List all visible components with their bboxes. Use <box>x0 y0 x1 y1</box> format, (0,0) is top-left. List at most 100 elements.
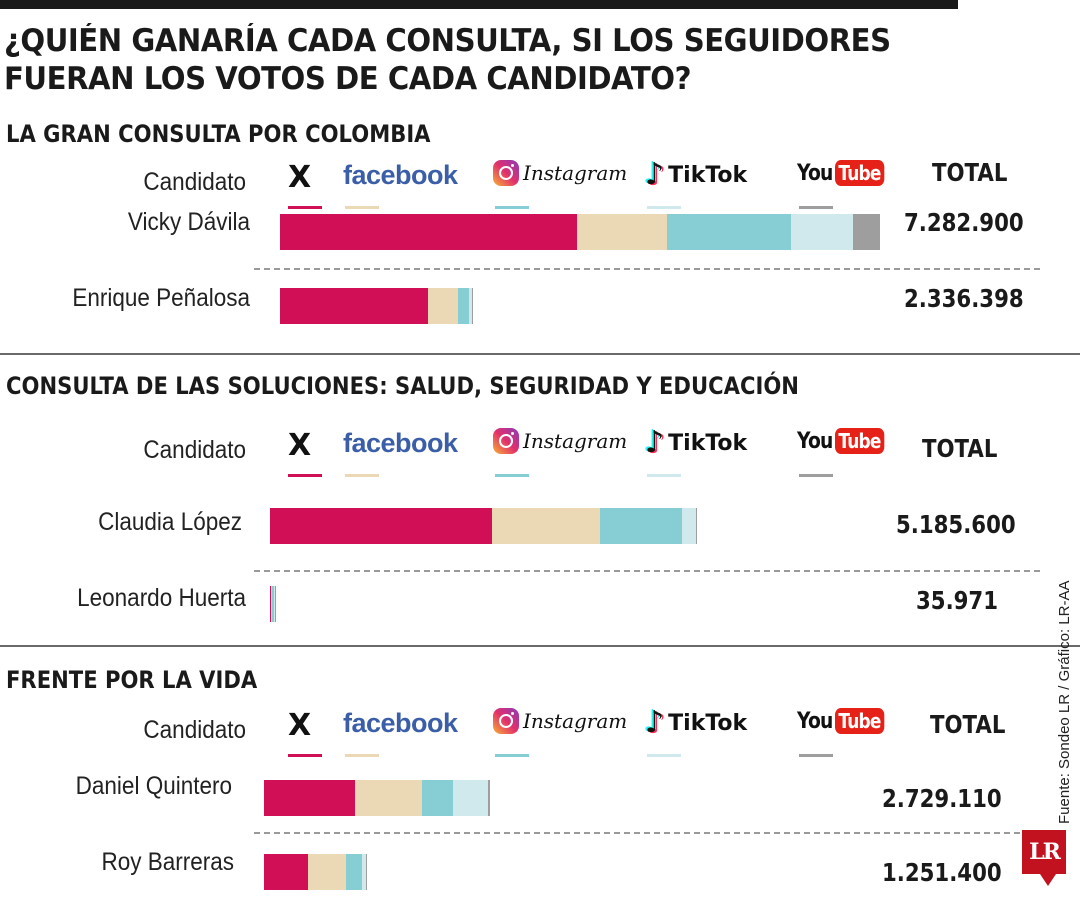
tiktok-wordmark: TikTok <box>668 710 748 736</box>
x-icon: X <box>288 160 312 195</box>
bar-segment-facebook <box>492 508 600 544</box>
facebook-color-key <box>345 474 379 477</box>
logo-tail <box>1040 874 1056 886</box>
total-header: TOTAL <box>932 158 1008 187</box>
total-header: TOTAL <box>922 434 998 463</box>
tiktok-wordmark: TikTok <box>668 430 748 456</box>
instagram-logo: Instagram <box>493 160 628 209</box>
candidate-name: Enrique Peñalosa <box>72 284 250 312</box>
x-color-key <box>288 474 322 477</box>
youtube-color-key <box>799 474 833 477</box>
instagram-icon <box>493 160 519 186</box>
section-title: FRENTE POR LA VIDA <box>6 666 258 694</box>
headline-line-1: ¿QUIÉN GANARÍA CADA CONSULTA, SI LOS SEG… <box>4 23 891 59</box>
bar-segment-x <box>280 288 429 324</box>
tiktok-logo: ♪ TikTok <box>645 425 748 477</box>
tiktok-color-key <box>647 474 681 477</box>
row-separator <box>254 570 1040 572</box>
instagram-logo: Instagram <box>493 428 628 477</box>
candidate-name: Daniel Quintero <box>75 772 232 800</box>
instagram-logo: Instagram <box>493 708 628 757</box>
bar-segment-youtube <box>471 288 473 324</box>
bar-segment-facebook <box>271 586 273 622</box>
x-color-key <box>288 754 322 757</box>
top-rule <box>0 0 958 9</box>
candidate-total: 2.336.398 <box>904 284 1024 313</box>
bar-segment-instagram <box>272 586 274 622</box>
stacked-bar <box>270 508 698 544</box>
youtube-logo: You Tube <box>797 708 892 757</box>
bar-segment-x <box>264 854 309 890</box>
bar-segment-youtube <box>852 214 880 250</box>
instagram-color-key <box>495 206 529 209</box>
youtube-wordmark-tube: Tube <box>834 428 884 454</box>
bar-segment-tiktok <box>362 854 367 890</box>
candidate-total: 7.282.900 <box>904 208 1024 237</box>
instagram-wordmark: Instagram <box>523 709 628 733</box>
instagram-wordmark: Instagram <box>523 429 628 453</box>
bar-segment-instagram <box>345 854 363 890</box>
youtube-wordmark-you: You <box>797 428 833 454</box>
facebook-color-key <box>345 754 379 757</box>
bar-segment-tiktok <box>469 288 472 324</box>
section-title: LA GRAN CONSULTA POR COLOMBIA <box>6 120 431 148</box>
tiktok-color-key <box>647 754 681 757</box>
stacked-bar <box>264 780 490 816</box>
bar-segment-instagram <box>422 780 453 816</box>
tiktok-logo: ♪ TikTok <box>645 705 748 757</box>
bar-segment-x <box>280 214 577 250</box>
headline: ¿QUIÉN GANARÍA CADA CONSULTA, SI LOS SEG… <box>4 22 925 98</box>
youtube-wordmark-tube: Tube <box>834 160 884 186</box>
bar-segment-facebook <box>308 854 346 890</box>
bar-segment-instagram <box>457 288 470 324</box>
instagram-color-key <box>495 754 529 757</box>
stacked-bar <box>264 854 368 890</box>
facebook-color-key <box>345 206 379 209</box>
candidate-name: Leonardo Huerta <box>77 584 246 612</box>
facebook-logo: facebook <box>343 708 458 757</box>
bar-segment-tiktok <box>790 214 853 250</box>
section-title: CONSULTA DE LAS SOLUCIONES: SALUD, SEGUR… <box>6 372 799 400</box>
section-soluciones: CONSULTA DE LAS SOLUCIONES: SALUD, SEGUR… <box>0 372 1080 642</box>
candidate-total: 5.185.600 <box>896 510 1016 539</box>
youtube-color-key <box>799 206 833 209</box>
bar-segment-facebook <box>576 214 668 250</box>
candidato-header: Candidato <box>143 716 246 744</box>
bar-segment-youtube <box>488 780 490 816</box>
youtube-wordmark-tube: Tube <box>834 708 884 734</box>
section-divider <box>0 353 1080 355</box>
total-header: TOTAL <box>930 710 1006 739</box>
tiktok-wordmark: TikTok <box>668 162 748 188</box>
x-logo: X <box>288 160 322 209</box>
bar-segment-facebook <box>354 780 423 816</box>
candidate-total: 35.971 <box>916 586 999 615</box>
instagram-wordmark: Instagram <box>523 161 628 185</box>
candidato-header: Candidato <box>143 436 246 464</box>
tiktok-logo: ♪ TikTok <box>645 157 748 209</box>
candidate-total: 1.251.400 <box>882 858 1002 887</box>
section-gran-consulta: LA GRAN CONSULTA POR COLOMBIA Candidato … <box>0 120 1080 350</box>
candidato-header: Candidato <box>143 168 246 196</box>
bar-segment-x <box>270 508 493 544</box>
youtube-wordmark-you: You <box>797 708 833 734</box>
section-divider <box>0 645 1080 647</box>
bar-segment-tiktok <box>452 780 489 816</box>
candidate-name: Roy Barreras <box>101 848 234 876</box>
tiktok-icon: ♪ <box>645 425 665 460</box>
bar-segment-youtube <box>366 854 368 890</box>
tiktok-icon: ♪ <box>645 157 665 192</box>
bar-segment-instagram <box>667 214 791 250</box>
row-separator <box>254 832 1040 834</box>
facebook-logo: facebook <box>343 428 458 477</box>
facebook-wordmark: facebook <box>343 708 458 738</box>
stacked-bar <box>280 214 880 250</box>
x-logo: X <box>288 708 322 757</box>
youtube-logo: You Tube <box>797 428 892 477</box>
bar-segment-tiktok <box>273 586 275 622</box>
source-credit: Fuente: Sondeo LR / Gráfico: LR-AA <box>1056 580 1073 824</box>
tiktok-icon: ♪ <box>645 705 665 740</box>
candidate-total: 2.729.110 <box>882 784 1002 813</box>
instagram-icon <box>493 708 519 734</box>
section-frente-vida: FRENTE POR LA VIDA Candidato TOTAL Danie… <box>0 666 1080 900</box>
x-color-key <box>288 206 322 209</box>
